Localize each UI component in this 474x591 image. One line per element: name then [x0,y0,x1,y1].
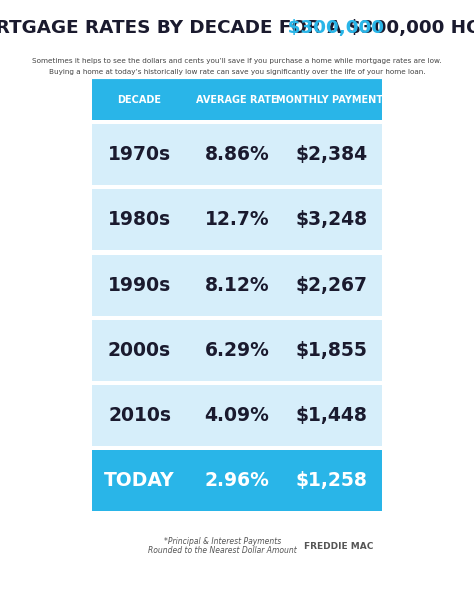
Text: *Principal & Interest Payments: *Principal & Interest Payments [164,537,281,547]
Text: 8.12%: 8.12% [205,275,269,294]
Text: Buying a home at today’s historically low rate can save you significantly over t: Buying a home at today’s historically lo… [49,69,425,74]
Text: MONTHLY PAYMENT*: MONTHLY PAYMENT* [275,96,388,105]
Text: $1,855: $1,855 [296,341,367,360]
Text: 1970s: 1970s [108,145,171,164]
Text: MORTGAGE RATES BY DECADE FOR A $300,000 HOME: MORTGAGE RATES BY DECADE FOR A $300,000 … [0,20,474,37]
FancyBboxPatch shape [91,255,383,316]
Text: 8.86%: 8.86% [205,145,269,164]
Text: Rounded to the Nearest Dollar Amount: Rounded to the Nearest Dollar Amount [148,546,297,556]
Text: $1,448: $1,448 [296,406,367,425]
Text: FREDDIE MAC: FREDDIE MAC [304,542,374,551]
FancyBboxPatch shape [91,385,383,446]
Text: Sometimes it helps to see the dollars and cents you’ll save if you purchase a ho: Sometimes it helps to see the dollars an… [32,59,442,64]
Text: 12.7%: 12.7% [205,210,269,229]
Text: 1980s: 1980s [108,210,171,229]
Text: 2000s: 2000s [108,341,171,360]
Text: $300,000: $300,000 [90,20,384,37]
FancyBboxPatch shape [91,450,383,511]
Text: 1990s: 1990s [108,275,171,294]
Text: TODAY: TODAY [104,471,175,490]
Text: AVERAGE RATE: AVERAGE RATE [196,96,278,105]
Text: $2,384: $2,384 [295,145,368,164]
FancyBboxPatch shape [91,124,383,185]
FancyBboxPatch shape [91,320,383,381]
Text: 2010s: 2010s [108,406,171,425]
Text: $1,258: $1,258 [296,471,367,490]
FancyBboxPatch shape [91,81,383,120]
Text: 6.29%: 6.29% [205,341,269,360]
Text: $3,248: $3,248 [295,210,368,229]
Text: 4.09%: 4.09% [205,406,269,425]
FancyBboxPatch shape [91,189,383,251]
Text: $2,267: $2,267 [296,275,367,294]
Text: DECADE: DECADE [118,96,162,105]
Text: 2.96%: 2.96% [205,471,269,490]
